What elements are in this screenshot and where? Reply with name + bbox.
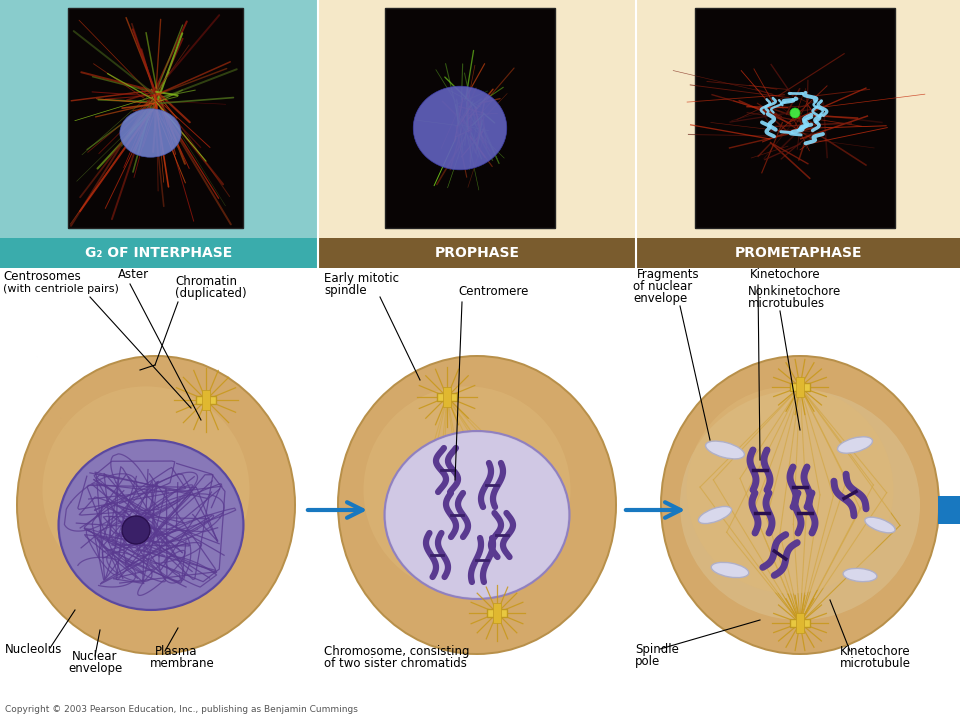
Ellipse shape <box>686 387 894 593</box>
Bar <box>443 387 451 407</box>
Bar <box>796 613 804 633</box>
Text: Kinetochore: Kinetochore <box>750 268 821 281</box>
Text: microtubule: microtubule <box>840 657 911 670</box>
Text: pole: pole <box>635 655 660 668</box>
Bar <box>437 393 457 401</box>
Text: Early mitotic: Early mitotic <box>324 272 399 285</box>
Ellipse shape <box>699 506 732 523</box>
Bar <box>695 8 895 228</box>
Bar <box>493 603 501 623</box>
Bar <box>790 383 810 391</box>
Circle shape <box>790 108 800 118</box>
Bar <box>0 0 318 238</box>
Text: envelope: envelope <box>68 662 122 675</box>
Ellipse shape <box>364 387 570 593</box>
Text: G₂ OF INTERPHASE: G₂ OF INTERPHASE <box>85 246 232 260</box>
Text: Centromere: Centromere <box>458 285 528 298</box>
Ellipse shape <box>60 441 242 608</box>
Ellipse shape <box>386 433 568 598</box>
Ellipse shape <box>337 355 617 655</box>
FancyArrow shape <box>938 498 960 522</box>
Text: Chromatin: Chromatin <box>175 275 237 288</box>
Circle shape <box>122 516 150 544</box>
Ellipse shape <box>843 568 876 582</box>
Bar <box>636 238 960 268</box>
Ellipse shape <box>711 562 749 577</box>
Text: Fragments: Fragments <box>637 268 700 281</box>
Bar <box>68 8 243 228</box>
Text: of nuclear: of nuclear <box>633 280 692 293</box>
Text: (with centriole pairs): (with centriole pairs) <box>3 284 119 294</box>
Text: envelope: envelope <box>633 292 687 305</box>
Ellipse shape <box>680 390 920 620</box>
Text: Nucleolus: Nucleolus <box>5 643 62 656</box>
Text: Centrosomes: Centrosomes <box>3 270 81 283</box>
Bar <box>385 8 555 228</box>
Text: of two sister chromatids: of two sister chromatids <box>324 657 467 670</box>
Text: Aster: Aster <box>118 268 149 281</box>
Bar <box>0 268 960 720</box>
Ellipse shape <box>120 109 181 157</box>
Text: Chromosome, consisting: Chromosome, consisting <box>324 645 469 658</box>
Text: Spindle: Spindle <box>635 643 679 656</box>
Bar <box>318 238 636 268</box>
Bar <box>796 377 804 397</box>
Ellipse shape <box>660 355 940 655</box>
Ellipse shape <box>413 86 507 170</box>
Bar <box>487 609 507 617</box>
Ellipse shape <box>837 437 873 453</box>
Bar <box>318 0 960 238</box>
Text: Kinetochore: Kinetochore <box>840 645 911 658</box>
Ellipse shape <box>865 517 895 533</box>
Text: spindle: spindle <box>324 284 367 297</box>
Ellipse shape <box>42 387 250 593</box>
Bar <box>938 496 960 524</box>
Text: microtubules: microtubules <box>748 297 826 310</box>
Ellipse shape <box>18 357 294 653</box>
Text: membrane: membrane <box>150 657 215 670</box>
Bar <box>0 238 318 268</box>
Ellipse shape <box>706 441 744 459</box>
Ellipse shape <box>339 357 615 653</box>
Bar <box>202 390 210 410</box>
Bar <box>196 396 216 404</box>
Text: Nonkinetochore: Nonkinetochore <box>748 285 841 298</box>
Text: PROPHASE: PROPHASE <box>435 246 519 260</box>
Ellipse shape <box>16 355 296 655</box>
Text: (duplicated): (duplicated) <box>175 287 247 300</box>
Ellipse shape <box>662 357 938 653</box>
Ellipse shape <box>59 440 244 610</box>
Ellipse shape <box>385 431 569 599</box>
Text: PROMETAPHASE: PROMETAPHASE <box>734 246 862 260</box>
Text: Nuclear: Nuclear <box>72 650 117 663</box>
Bar <box>790 619 810 627</box>
Text: Copyright © 2003 Pearson Education, Inc., publishing as Benjamin Cummings: Copyright © 2003 Pearson Education, Inc.… <box>5 705 358 714</box>
Text: Plasma: Plasma <box>155 645 198 658</box>
